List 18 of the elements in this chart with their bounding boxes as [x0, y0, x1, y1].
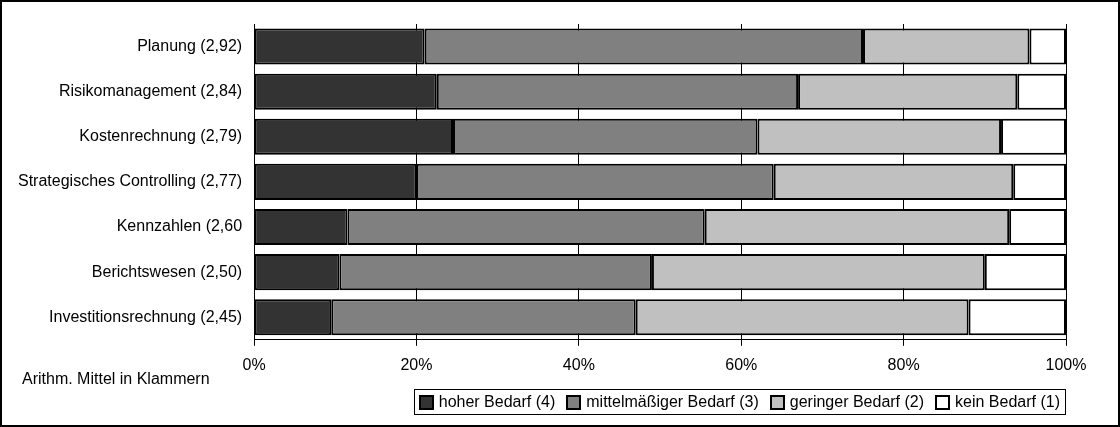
y-tick-label: Planung (2,92) — [137, 36, 243, 54]
legend-label: hoher Bedarf (4) — [438, 393, 556, 411]
legend-label: kein Bedarf (1) — [955, 393, 1060, 411]
x-tick-label: 0% — [242, 355, 266, 373]
y-tick-label: Berichtswesen (2,50) — [91, 262, 243, 280]
x-tick-label: 60% — [725, 355, 758, 373]
x-tick-label: 80% — [887, 355, 920, 373]
y-tick-label: Risikomanagement (2,84) — [58, 82, 243, 100]
y-tick-label: Investitionsrechnung (2,45) — [49, 307, 243, 325]
y-tick-label: Kennzahlen (2,60 — [116, 217, 243, 235]
legend-label: mittelmäßiger Bedarf (3) — [586, 393, 759, 411]
x-tick-label: 20% — [400, 355, 433, 373]
x-tick-label: 100% — [1045, 355, 1087, 373]
y-tick-label: Strategisches Controlling (2,77) — [18, 172, 243, 190]
y-tick-label: Kostenrechnung (2,79) — [79, 127, 243, 145]
x-tick-label: 40% — [562, 355, 595, 373]
legend-label: geringer Bedarf (2) — [789, 393, 925, 411]
text: Arithm. Mittel in Klammern — [22, 370, 210, 388]
